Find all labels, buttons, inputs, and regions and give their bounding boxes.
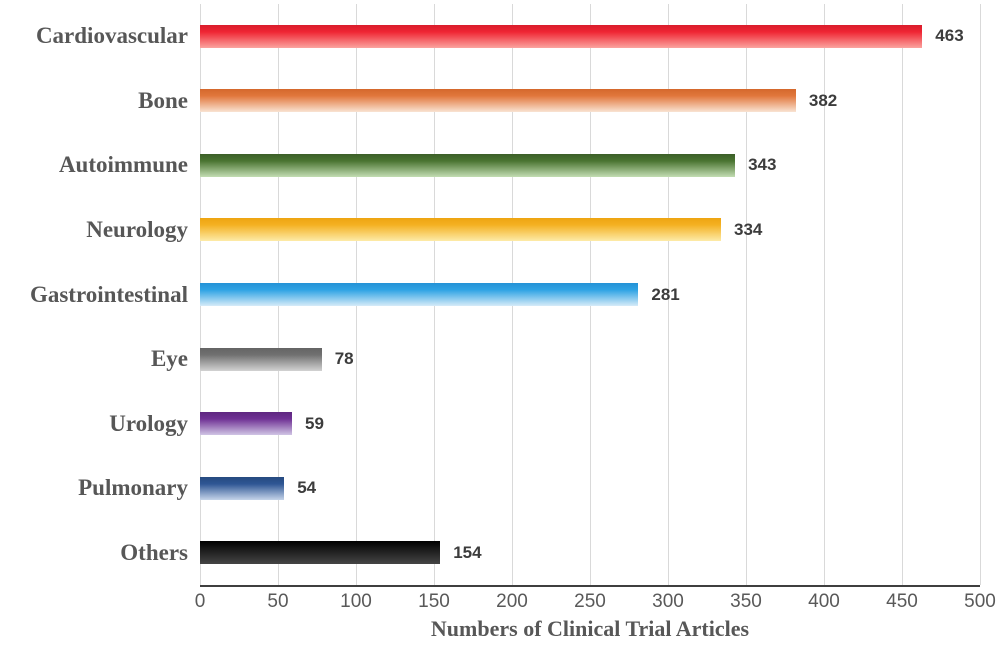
value-label: 382 [808,90,838,110]
bar [200,89,796,113]
bar-rows: 463 382 343 334 281 78 59 54 154 [200,4,980,585]
category-label: Pulmonary [78,475,188,501]
x-axis-tick-label: 250 [574,591,606,612]
x-axis-tick-label: 100 [340,591,372,612]
x-axis-tick-label: 150 [418,591,450,612]
bar-row: 59 [200,391,980,456]
bar-row: 334 [200,198,980,263]
value-label: 154 [453,542,482,562]
bar-row: 382 [200,69,980,134]
category-label: Autoimmune [58,152,188,178]
value-label: 334 [734,219,763,239]
x-axis-tick-label: 500 [964,591,996,612]
x-axis-tick-label: 400 [808,591,840,612]
bar [200,476,285,500]
bar-row: 463 [200,4,980,69]
bar [200,541,441,565]
category-label: Bone [138,87,188,113]
category-label: Eye [150,346,188,372]
value-label: 54 [297,478,317,498]
x-axis-tick-label: 0 [194,591,206,612]
category-label: Neurology [86,216,188,242]
bar [200,153,736,177]
value-label: 59 [305,413,324,433]
gridline [980,4,981,585]
bar-row: 281 [200,262,980,327]
gridline [746,4,747,585]
plot-area: 463 382 343 334 281 78 59 54 154 [200,4,981,587]
value-label: 281 [651,284,680,304]
category-labels-column: Cardiovascular Bone Autoimmune Neurology Gas… [0,4,188,585]
bar-row: 154 [200,521,980,586]
bar [200,347,322,371]
x-axis-tick-label: 50 [267,591,289,612]
value-label: 463 [935,26,964,46]
bar [200,218,721,242]
category-label: Cardiovascular [35,23,188,49]
x-axis-title: Numbers of Clinical Trial Articles [430,616,750,641]
x-axis-tick-label: 450 [886,591,918,612]
value-label: 343 [748,155,777,175]
bar-row: 343 [200,133,980,198]
x-axis-tick-label: 200 [496,591,528,612]
x-axis: 0 50 100 150 200 250 300 350 400 450 500 [195,591,996,615]
gridline [824,4,825,585]
category-label: Gastrointestinal [29,281,188,307]
x-axis-tick-label: 350 [730,591,762,612]
bar [200,24,923,48]
x-axis-tick-label: 300 [652,591,684,612]
bar [200,283,639,307]
value-label: 78 [334,349,354,369]
gridline [668,4,669,585]
gridline [902,4,903,585]
bar [200,412,292,436]
bar-row: 54 [200,456,980,521]
category-label: Others [120,539,188,565]
category-label: Urology [109,410,188,436]
bar-row: 78 [200,327,980,392]
